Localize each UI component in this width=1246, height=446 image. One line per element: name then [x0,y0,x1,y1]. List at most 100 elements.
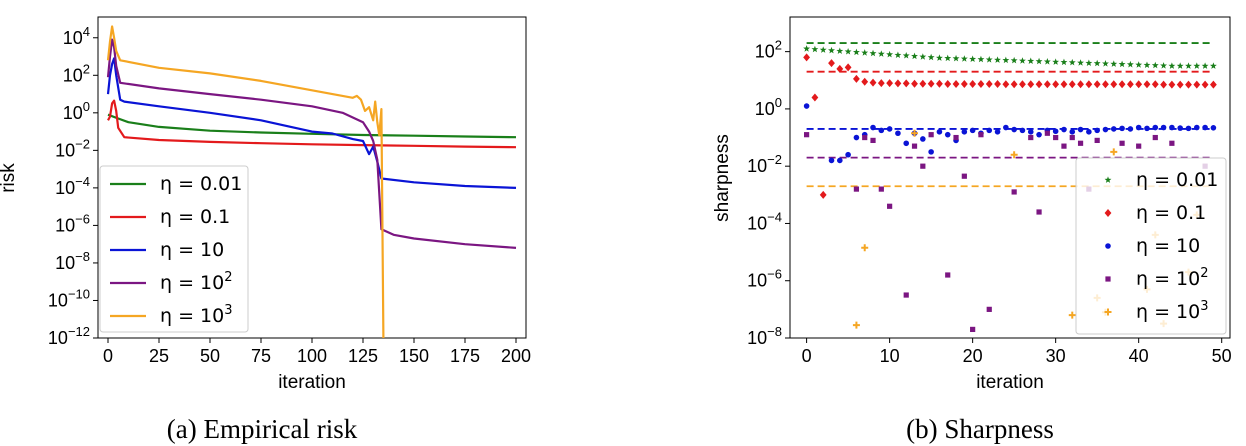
sharpness-point-0 [977,55,985,63]
sharpness-point-0 [886,50,894,58]
sharpness-point-1 [944,79,952,88]
sharpness-point-2 [878,127,885,134]
sharpness-point-3 [986,306,992,312]
sharpness-point-0 [1143,61,1151,69]
sharpness-point-2 [828,157,835,164]
sharpness-point-3 [928,132,934,138]
sharpness-point-0 [1077,59,1084,66]
legend-label: η = 10 [160,239,224,261]
caption-b: (b) Sharpness [906,414,1054,444]
sharpness-point-2 [870,124,876,131]
sharpness-point-0 [1010,56,1018,64]
sharpness-point-1 [861,77,869,86]
sharpness-point-0 [844,48,852,55]
sharpness-point-0 [1185,62,1192,69]
sharpness-point-0 [1176,62,1184,69]
sharpness-point-0 [952,54,960,62]
sharpness-point-2 [1169,124,1175,131]
legend-entry-a-4: η = 103 [110,303,233,327]
legend-label: η = 0.01 [1136,169,1218,191]
sharpness-point-1 [803,53,811,62]
legend-label: η = 0.1 [1136,202,1206,224]
sharpness-point-3 [878,186,884,192]
sharpness-point-0 [1035,57,1043,65]
x-tick-label: 0 [802,346,812,366]
sharpness-point-0 [1135,61,1143,68]
sharpness-point-2 [1193,124,1200,131]
threshold-lines [806,42,1214,188]
y-tick-label: 104 [63,24,90,48]
sharpness-point-2 [1102,126,1109,133]
sharpness-point-1 [1035,80,1043,89]
legend-box-b [1075,157,1227,335]
sharpness-point-3 [1094,137,1100,144]
y-tick-label: 10−12 [48,324,90,348]
sharpness-point-0 [936,54,943,61]
legend-label: η = 0.1 [160,206,230,228]
x-tick-label: 125 [348,346,378,366]
sharpness-point-2 [1202,124,1208,131]
sharpness-point-2 [969,127,976,134]
sharpness-point-1 [911,79,918,88]
sharpness-point-1 [844,63,852,72]
y-axis-label-b: sharpness [712,134,733,222]
sharpness-point-1 [869,78,877,87]
sharpness-point-0 [1060,58,1068,66]
x-tick-label: 0 [103,346,113,366]
sharpness-point-2 [920,136,926,142]
sharpness-point-1 [1027,80,1035,89]
x-tick-label: 100 [297,346,327,366]
sharpness-point-3 [1152,134,1158,141]
legend-entry-b-0: η = 0.01 [1104,169,1218,191]
legend-box-a [99,165,249,333]
y-tick-label: 100 [755,95,782,119]
y-tick-label: 102 [63,61,90,85]
y-axis-label-a: risk [0,163,19,193]
sharpness-point-3 [1077,140,1084,146]
sharpness-point-2 [1027,129,1034,135]
sharpness-point-3 [1069,134,1075,141]
sharpness-point-0 [919,53,927,60]
x-tick-label: 175 [450,346,480,366]
legend-a: η = 0.01 η = 0.1 η = 10 η = 102 η = 103 [99,165,249,333]
sharpness-point-3 [953,134,959,141]
sharpness-point-4 [1068,311,1076,319]
sharpness-point-0 [877,50,885,57]
sharpness-point-4 [1110,148,1118,156]
sharpness-point-1 [994,79,1001,88]
sharpness-point-1 [836,64,844,73]
sharpness-point-3 [1036,209,1042,215]
risk-line-4 [106,25,385,339]
sharpness-point-0 [803,45,811,52]
sharpness-point-2 [986,127,993,134]
risk-line-3 [106,38,517,249]
x-tick-label: 30 [1046,346,1066,366]
sharpness-point-0 [861,49,869,56]
x-tick-label: 200 [501,346,531,366]
y-tick-label: 10−6 [747,267,782,291]
sharpness-point-0 [969,55,977,62]
sharpness-point-1 [927,79,935,88]
sharpness-point-2 [1110,126,1117,132]
sharpness-point-1 [1201,80,1209,89]
sharpness-point-2 [1036,131,1042,138]
sharpness-point-0 [1193,62,1201,69]
sharpness-point-0 [960,55,968,62]
sharpness-point-1 [1102,80,1109,89]
legend-marker [1104,209,1112,217]
sharpness-point-1 [902,79,910,88]
y-tick-label: 100 [63,99,90,123]
sharpness-point-2 [837,157,843,164]
sharpness-point-0 [811,45,819,53]
sharpness-point-0 [828,46,835,54]
y-tick-label: 10−2 [747,152,782,176]
sharpness-point-0 [852,48,860,56]
sharpness-point-3 [1028,134,1034,141]
y-axis-ticks-a: 104 102 100 10−2 10−4 10−6 10−8 10−10 10−12 [48,24,98,348]
sharpness-point-3 [887,203,893,209]
sharpness-point-1 [1010,80,1018,89]
sharpness-point-1 [1151,80,1159,89]
x-tick-label: 75 [251,346,271,366]
sharpness-point-0 [1068,58,1076,66]
legend-label: η = 0.01 [160,173,242,195]
